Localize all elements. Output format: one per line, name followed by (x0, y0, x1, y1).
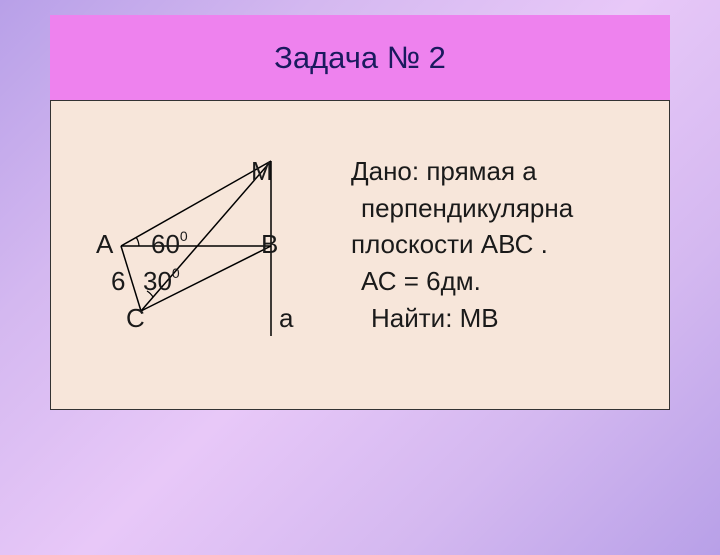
label-B: В (261, 229, 278, 260)
given-text-2: перпендикулярна (361, 193, 573, 224)
angle-60-sup: 0 (180, 228, 188, 244)
label-C: С (126, 303, 145, 334)
problem-title: Задача № 2 (274, 40, 446, 76)
label-A: А (96, 229, 113, 260)
length-6: 6 (111, 266, 125, 297)
label-a-line: а (279, 303, 293, 334)
line-AM (121, 161, 271, 246)
angle-30: 300 (143, 266, 180, 297)
angle-arc-60 (136, 237, 139, 246)
content-panel: М Дано: прямая а перпендикулярна А 600 В… (50, 100, 670, 410)
header-banner: Задача № 2 (50, 15, 670, 100)
given-text-1: Дано: прямая а (351, 156, 537, 187)
angle-30-val: 30 (143, 266, 172, 296)
angle-60: 600 (151, 229, 188, 260)
angle-60-val: 60 (151, 229, 180, 259)
find-text: Найти: МВ (371, 303, 499, 334)
angle-30-sup: 0 (172, 265, 180, 281)
given-text-4: АС = 6дм. (361, 266, 481, 297)
given-text-3: плоскости АВС . (351, 229, 548, 260)
label-M: М (251, 156, 273, 187)
